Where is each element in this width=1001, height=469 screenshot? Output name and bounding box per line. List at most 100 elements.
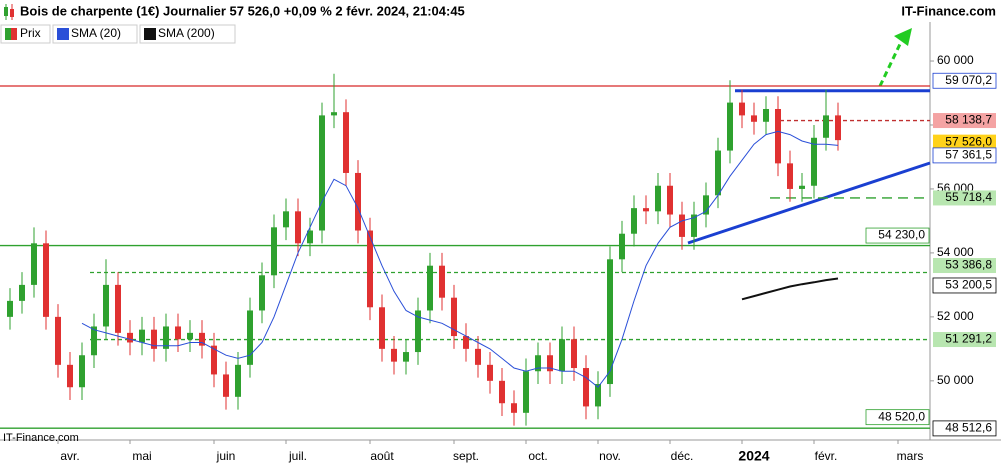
- x-tick-label: mars: [897, 449, 924, 463]
- legend-item[interactable]: [139, 24, 236, 44]
- candle-body: [55, 316, 61, 365]
- candle-body: [175, 326, 181, 340]
- level-label: 59 070,2: [945, 73, 992, 87]
- level-label-box: [933, 134, 996, 150]
- legend: Prix SMA (20) SMA (200): [0, 24, 236, 44]
- candle-body: [259, 275, 265, 311]
- legend-swatch: [5, 28, 11, 40]
- candle-body: [727, 102, 733, 151]
- level-label-box: [933, 332, 996, 348]
- level-label: 57 526,0: [945, 134, 992, 148]
- candle-body: [607, 259, 613, 385]
- candle-body: [331, 112, 337, 116]
- x-tick-label: juil.: [288, 449, 307, 463]
- candle-body: [547, 355, 553, 372]
- candle-body: [823, 115, 829, 138]
- level-label: 48 512,6: [945, 421, 992, 435]
- candle-body: [511, 403, 517, 413]
- candle-body: [247, 310, 253, 365]
- candle-body: [583, 368, 589, 407]
- candle-body: [19, 284, 25, 301]
- candle-body: [811, 137, 817, 186]
- candle-body: [91, 326, 97, 356]
- x-tick-label: avr.: [60, 449, 79, 463]
- legend-label: Prix: [20, 26, 41, 40]
- candle-body: [7, 300, 13, 317]
- legend-item[interactable]: [52, 24, 138, 44]
- x-tick-label: févr.: [815, 449, 838, 463]
- level-label-box: [865, 227, 930, 244]
- y-tick-label: 50 000: [937, 373, 974, 387]
- candle-body: [415, 310, 421, 353]
- chart-title: Bois de charpente (1€) Journalier 57 526…: [20, 3, 465, 18]
- candle-body: [799, 185, 805, 189]
- header-icon: [4, 4, 14, 20]
- candle-body: [427, 265, 433, 311]
- level-label: 57 361,5: [945, 148, 992, 162]
- legend-label: SMA (200): [158, 26, 215, 40]
- candle-body: [559, 339, 565, 372]
- candle-body: [523, 371, 529, 413]
- x-tick-label: août: [370, 449, 394, 463]
- candle-body: [487, 364, 493, 381]
- candle-body: [139, 329, 145, 343]
- x-tick-label: sept.: [453, 449, 479, 463]
- level-label: 54 230,0: [878, 228, 925, 242]
- candle-body: [439, 265, 445, 298]
- level-label-box: [932, 72, 997, 89]
- candle-body: [391, 348, 397, 362]
- sma-line: [741, 277, 839, 301]
- candle-body: [739, 102, 745, 116]
- candle-body: [715, 150, 721, 196]
- x-tick-label: oct.: [528, 449, 547, 463]
- legend-label: SMA (20): [71, 26, 121, 40]
- level-label-box: [933, 113, 996, 129]
- candle-body: [679, 214, 685, 237]
- legend-swatch: [144, 28, 156, 40]
- trend-line: [687, 161, 931, 245]
- candle-body: [667, 185, 673, 215]
- level-label-box: [933, 190, 996, 206]
- level-label: 48 520,0: [878, 409, 925, 423]
- level-label: 53 200,5: [945, 278, 992, 292]
- candle-body: [67, 364, 73, 388]
- x-tick-label: mai: [132, 449, 151, 463]
- x-tick-label: juin: [216, 449, 236, 463]
- candle-body: [223, 374, 229, 397]
- level-label: 51 291,2: [945, 332, 992, 346]
- y-tick-label: 60 000: [937, 53, 974, 67]
- candle-body: [631, 208, 637, 234]
- candle-body: [319, 115, 325, 231]
- candle-body: [127, 332, 133, 343]
- candle-body: [31, 243, 37, 285]
- x-tick-label: nov.: [599, 449, 621, 463]
- x-tick-label: déc.: [671, 449, 694, 463]
- candle-body: [295, 211, 301, 244]
- candle-body: [403, 352, 409, 362]
- level-label-box: [933, 258, 996, 274]
- level-label-box: [932, 147, 997, 164]
- candle-body: [787, 163, 793, 189]
- candle-body: [643, 208, 649, 212]
- brand: IT-Finance.com: [901, 3, 996, 18]
- candle-body: [271, 227, 277, 276]
- level-label: 58 138,7: [945, 113, 992, 127]
- candle-body: [307, 230, 313, 244]
- candle-body: [571, 339, 577, 369]
- level-label-box: [932, 277, 997, 294]
- level-label-box: [865, 409, 930, 426]
- candle-body: [691, 214, 697, 237]
- candle-body: [103, 284, 109, 327]
- candle-body: [751, 115, 757, 122]
- watermark: IT-Finance.com: [3, 432, 79, 444]
- candle-body: [475, 348, 481, 365]
- target-arrow: [878, 28, 912, 87]
- candle-body: [199, 332, 205, 346]
- candle-body: [43, 243, 49, 317]
- candle-body: [379, 307, 385, 349]
- legend-swatch: [57, 28, 69, 40]
- candle-body: [235, 364, 241, 397]
- candle-body: [835, 115, 841, 141]
- candle-body: [343, 112, 349, 173]
